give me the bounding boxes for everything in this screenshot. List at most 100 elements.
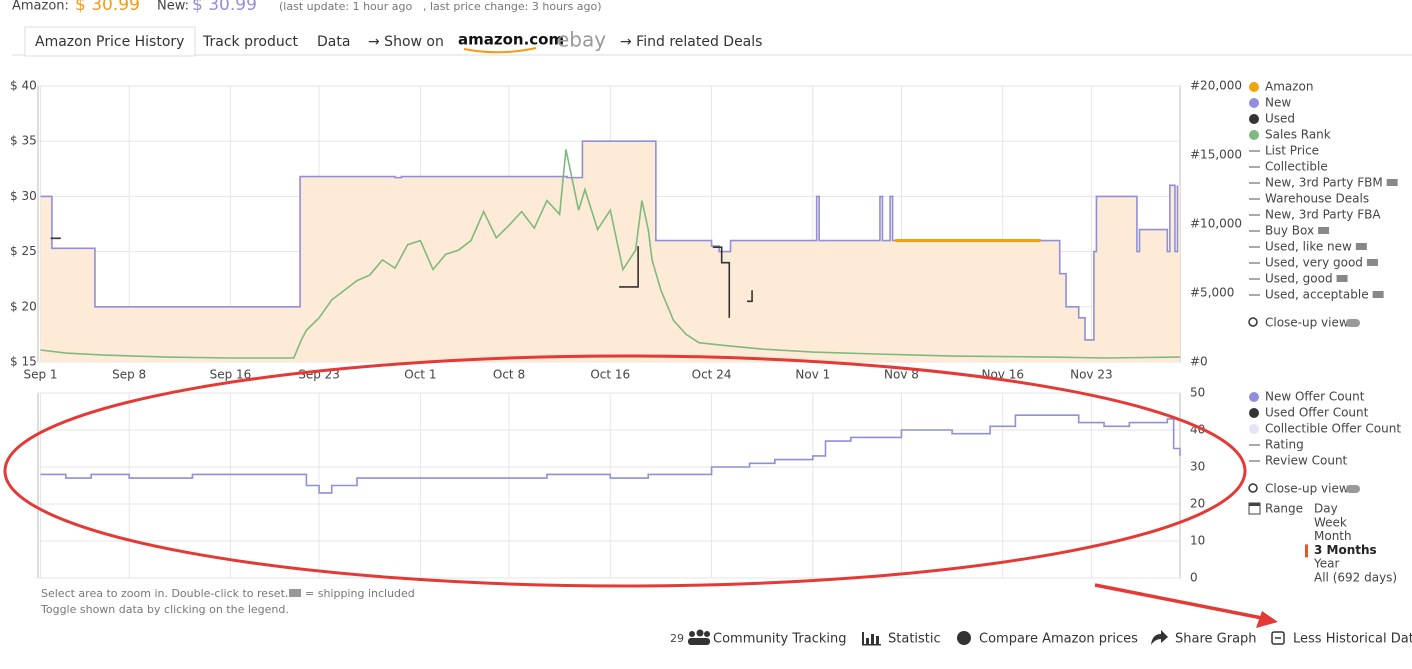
series-area xyxy=(40,141,1181,362)
active-tab[interactable] xyxy=(24,26,196,57)
legend-label: New, 3rd Party FBM xyxy=(1265,176,1383,190)
range-label: Range xyxy=(1265,502,1303,516)
y-tick-label: 0 xyxy=(1190,571,1198,585)
new-label: New: xyxy=(157,0,189,14)
tab[interactable]: Amazon Price History xyxy=(35,34,184,50)
toolbar-link[interactable]: Less Historical Data xyxy=(1293,632,1412,647)
legend-label[interactable]: Amazon xyxy=(1265,80,1314,94)
amazon-label: Amazon: xyxy=(12,0,69,14)
range-option[interactable]: All (692 days) xyxy=(1314,571,1397,585)
toolbar-link[interactable]: Community Tracking xyxy=(713,632,847,647)
toolbar-link[interactable]: Share Graph xyxy=(1175,632,1257,647)
truck-icon xyxy=(1355,243,1367,250)
annotation-arrow xyxy=(1094,583,1263,620)
legend-label: Rating xyxy=(1265,438,1304,452)
series-line xyxy=(50,237,753,318)
legend-label[interactable]: Used xyxy=(1265,112,1295,126)
legend-label[interactable]: New Offer Count xyxy=(1265,390,1365,404)
calendar-icon xyxy=(1248,502,1261,515)
y-tick-label: $ 40 xyxy=(10,79,37,93)
y-tick-label: $ 25 xyxy=(10,244,37,258)
plot-frame xyxy=(37,392,1181,579)
y2-tick-label: #5,000 xyxy=(1190,286,1234,300)
x-tick-label: Nov 23 xyxy=(1070,368,1113,382)
closeup-label: Close-up view xyxy=(1265,316,1349,330)
legend-dot xyxy=(1249,424,1259,434)
toggle-note: Toggle shown data by clicking on the leg… xyxy=(40,603,289,616)
ebay-logo[interactable]: ebay xyxy=(557,28,606,52)
y-tick-label: 10 xyxy=(1190,534,1205,548)
y-tick-label: 30 xyxy=(1190,460,1205,474)
new-price: $ 30.99 xyxy=(192,0,257,15)
truck-icon xyxy=(289,589,301,597)
range-option[interactable]: Week xyxy=(1314,515,1347,529)
legend-dot xyxy=(1249,408,1259,418)
closeup-label: Close-up view xyxy=(1265,482,1349,496)
tab[interactable]: → Show on xyxy=(368,34,444,50)
toggle[interactable] xyxy=(1346,319,1360,327)
statistic-icon xyxy=(862,632,881,646)
tracking-count: 29 xyxy=(670,632,684,645)
y2-tick-label: #0 xyxy=(1190,355,1208,369)
legend-dot xyxy=(1249,114,1259,124)
tab[interactable]: Track product xyxy=(202,34,298,50)
toggle[interactable] xyxy=(1346,485,1360,493)
series-line xyxy=(40,414,1181,494)
legend-dot xyxy=(1249,130,1259,140)
x-tick-label: Nov 1 xyxy=(795,368,830,382)
search-icon xyxy=(1248,483,1258,493)
share-icon xyxy=(1151,630,1168,645)
truck-icon xyxy=(1366,259,1378,266)
charts: Sep 1 Sep 8 Sep 16 Sep 23 Oct 1 Oct 8 Oct 16 Oc… xyxy=(10,79,1401,585)
globe-icon xyxy=(957,631,971,645)
series-line xyxy=(40,149,1181,359)
truck-icon xyxy=(1386,179,1398,186)
shipping-note: = shipping included xyxy=(305,587,415,600)
legend-label: New, 3rd Party FBA xyxy=(1265,208,1381,222)
legend-label: Used, like new xyxy=(1265,240,1352,254)
legend-label: Collectible Offer Count xyxy=(1265,422,1401,436)
minus-icon xyxy=(1271,631,1285,645)
tab[interactable]: → Find related Deals xyxy=(620,34,762,50)
range-option[interactable]: 3 Months xyxy=(1314,543,1377,557)
x-tick-label: Oct 16 xyxy=(590,368,630,382)
legend-label: Used, very good xyxy=(1265,256,1363,270)
search-icon xyxy=(1248,317,1258,327)
range-option[interactable]: Month xyxy=(1314,529,1352,543)
legend-dot xyxy=(1249,82,1259,92)
range-option[interactable]: Year xyxy=(1313,557,1339,571)
legend-label: List Price xyxy=(1265,144,1319,158)
legend-label: Buy Box xyxy=(1265,224,1314,238)
change-note: , last price change: 3 hours ago) xyxy=(423,0,602,13)
series-line xyxy=(40,140,1179,341)
zoom-note: Select area to zoom in. Double-click to … xyxy=(41,587,288,600)
x-tick-label: Oct 24 xyxy=(692,368,732,382)
range-option[interactable]: Day xyxy=(1314,502,1338,516)
tab[interactable]: Data xyxy=(317,34,350,50)
amazon-logo[interactable]: amazon.com xyxy=(458,31,564,49)
y-tick-label: 20 xyxy=(1190,497,1205,511)
y2-tick-label: #10,000 xyxy=(1190,217,1242,231)
arrow-head xyxy=(1256,611,1278,628)
community-icon xyxy=(688,629,710,645)
highlight-ellipse xyxy=(3,354,1247,588)
legend-label[interactable]: New xyxy=(1265,96,1291,110)
legend-label: Used, good xyxy=(1265,272,1333,286)
legend-label[interactable]: Sales Rank xyxy=(1265,128,1331,142)
truck-icon xyxy=(1372,291,1384,298)
y-tick-label: $ 15 xyxy=(10,355,37,369)
truck-icon xyxy=(1336,275,1348,282)
toolbar-link[interactable]: Compare Amazon prices xyxy=(979,632,1138,647)
toolbar-link[interactable]: Statistic xyxy=(888,632,941,647)
update-note: (last update: 1 hour ago xyxy=(279,0,413,13)
legend-label: Used, acceptable xyxy=(1265,288,1369,302)
legend-dot xyxy=(1249,98,1259,108)
amazon-smile xyxy=(463,47,537,54)
y-tick-label: 50 xyxy=(1190,386,1205,400)
range-selected-bar xyxy=(1305,544,1308,558)
y2-tick-label: #15,000 xyxy=(1190,148,1242,162)
x-tick-label: Sep 8 xyxy=(112,368,146,382)
x-tick-label: Oct 1 xyxy=(404,368,436,382)
